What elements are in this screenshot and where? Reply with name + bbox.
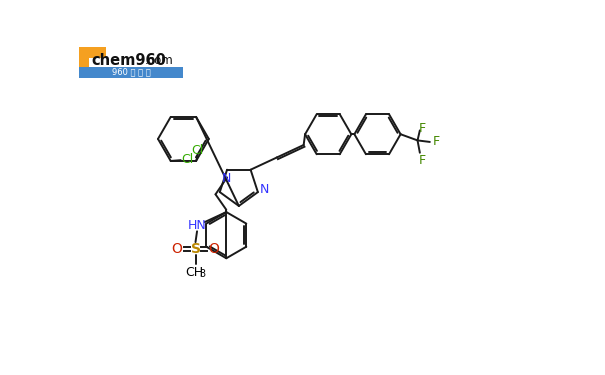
Text: N: N xyxy=(260,183,269,195)
Text: chem960: chem960 xyxy=(92,53,166,68)
Polygon shape xyxy=(79,47,106,77)
Bar xyxy=(79,66,183,78)
Text: CH: CH xyxy=(185,266,203,279)
Text: Cl: Cl xyxy=(182,153,194,166)
Text: 960 化 工 网: 960 化 工 网 xyxy=(112,68,151,76)
Text: F: F xyxy=(419,122,426,135)
Text: O: O xyxy=(209,242,220,256)
Text: Cl: Cl xyxy=(192,144,204,158)
Text: S: S xyxy=(191,242,200,256)
Text: O: O xyxy=(172,242,183,256)
Text: N: N xyxy=(221,172,231,186)
Text: F: F xyxy=(433,135,440,148)
Text: 3: 3 xyxy=(200,269,206,279)
Text: F: F xyxy=(419,154,426,167)
Text: HN: HN xyxy=(188,219,206,232)
Text: .com: .com xyxy=(145,54,174,67)
